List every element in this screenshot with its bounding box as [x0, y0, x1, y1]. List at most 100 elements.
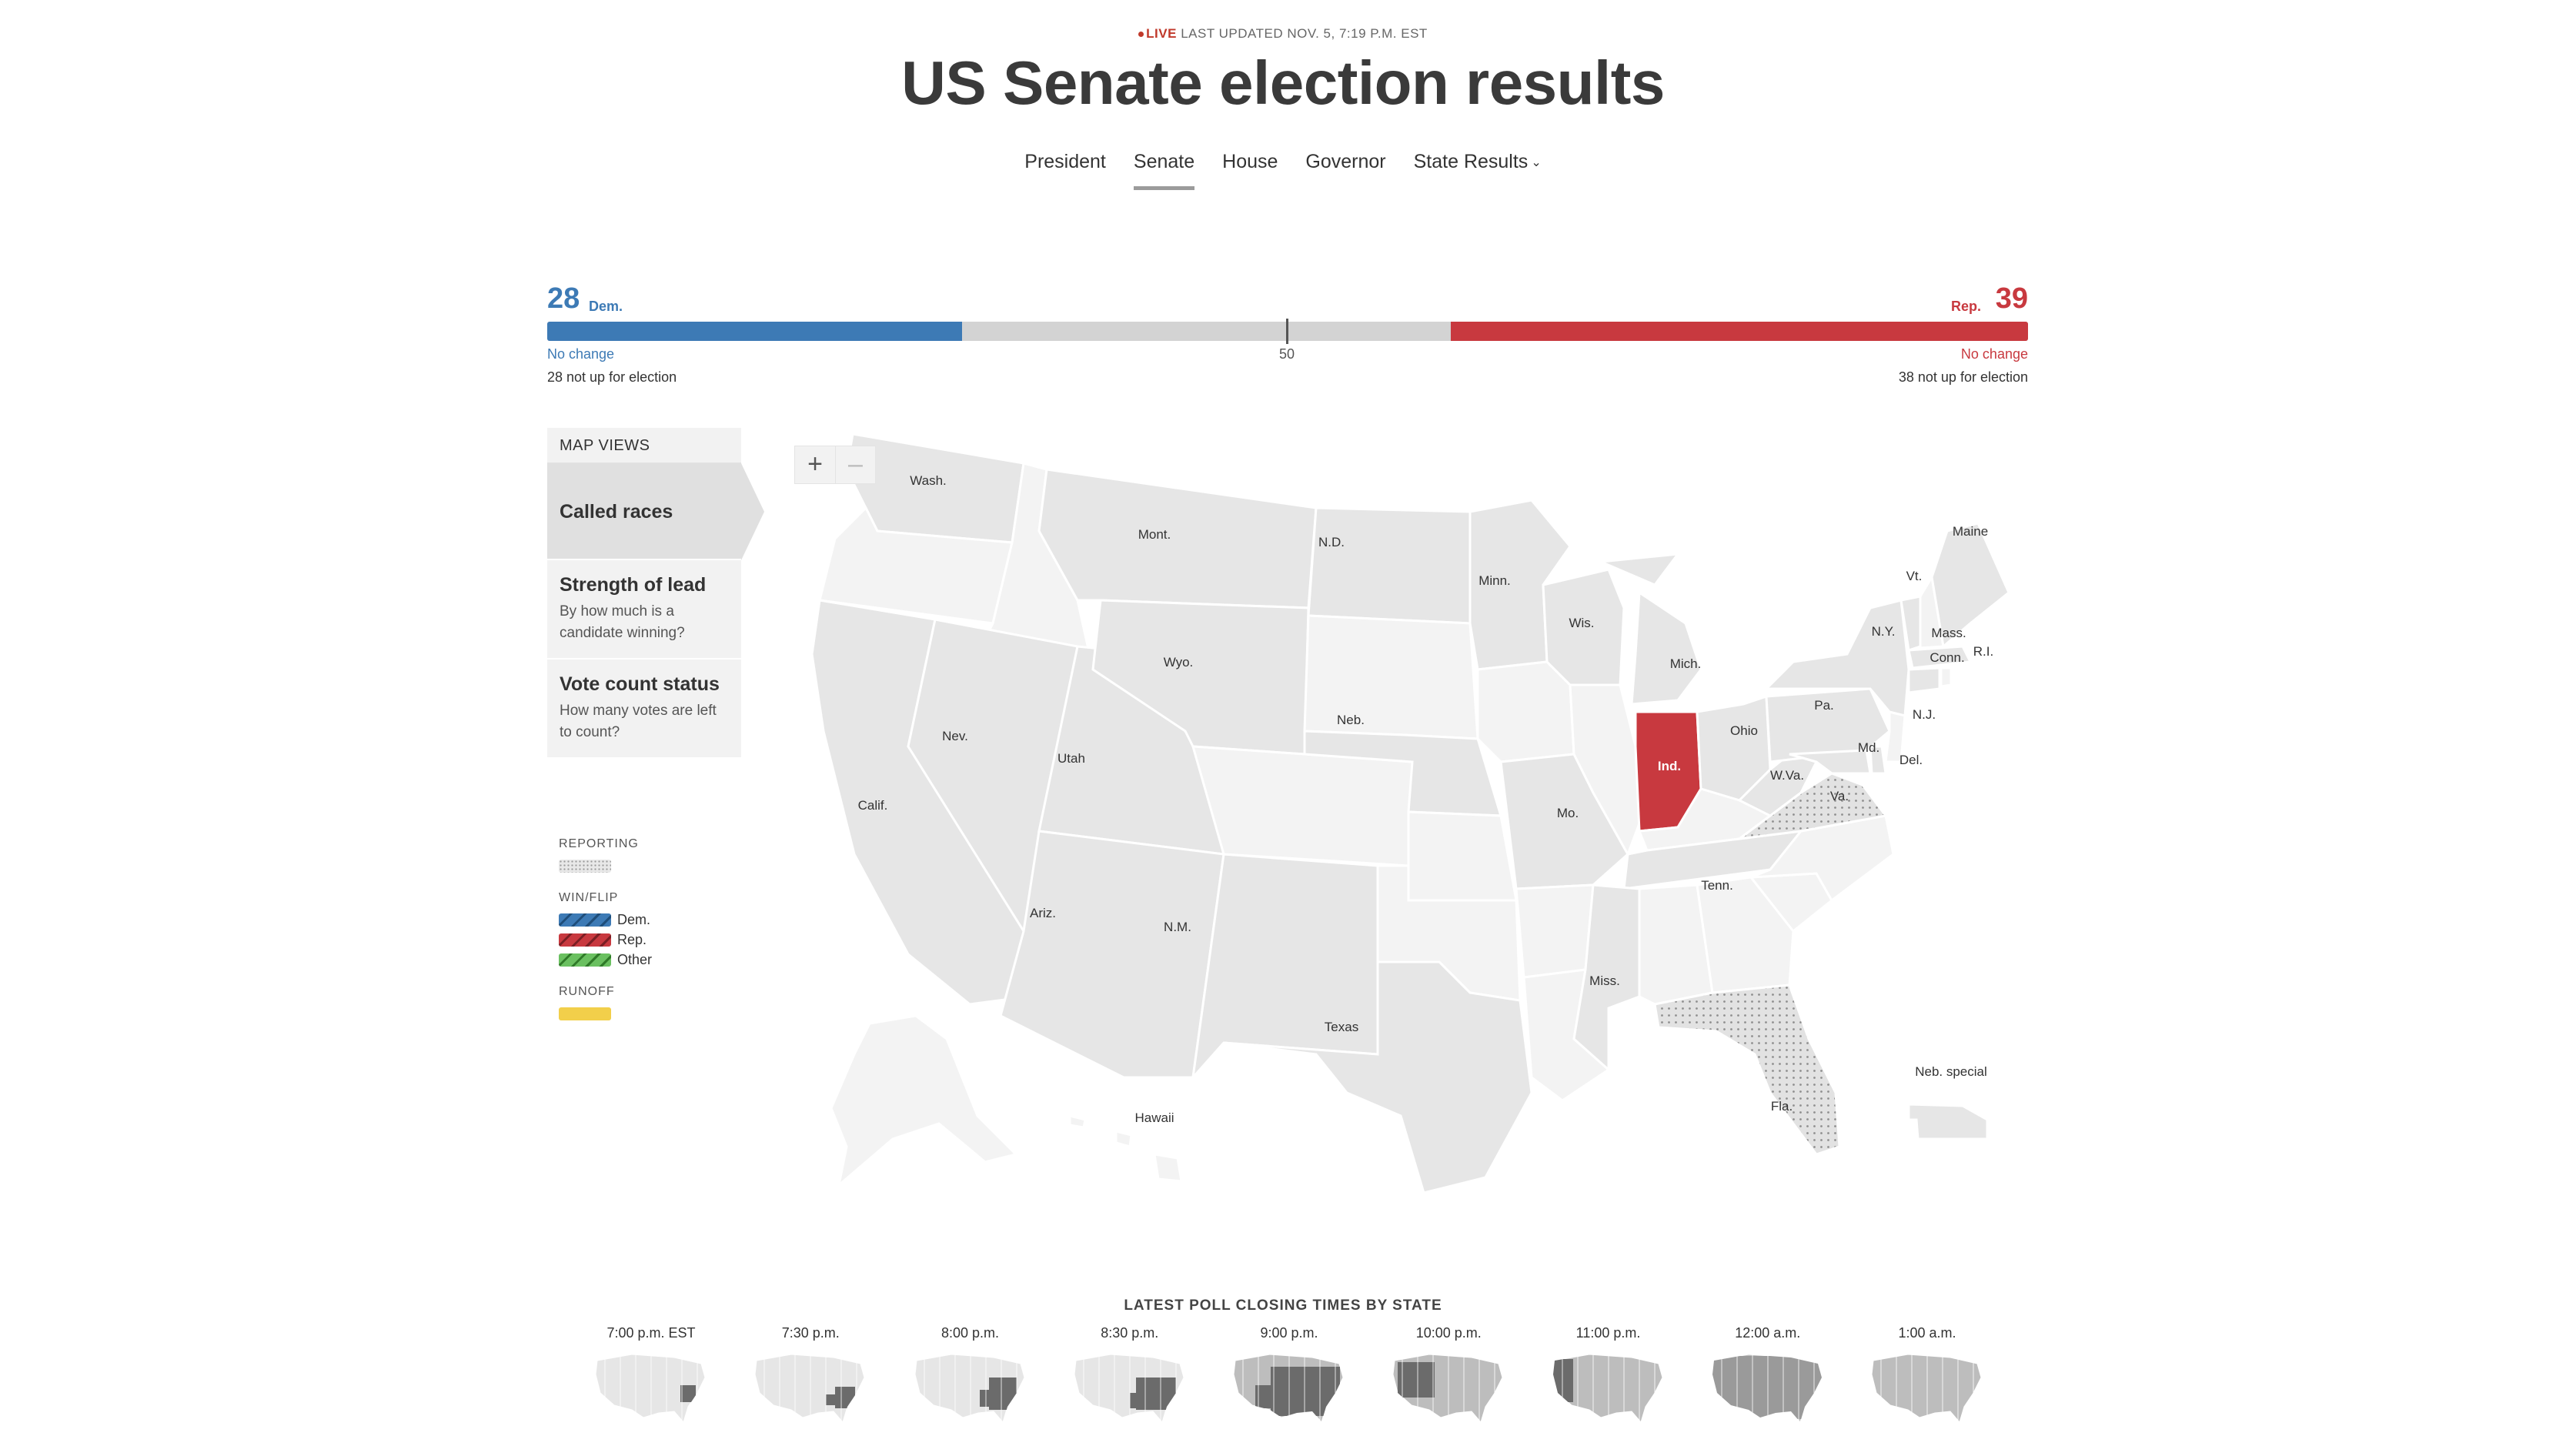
dem-swatch — [559, 913, 611, 927]
rep-seat-fill — [1450, 322, 2028, 341]
rep-not-up: 38 not up for election — [1898, 369, 2028, 385]
state-kansas[interactable] — [1407, 810, 1518, 902]
view-strength-of-lead[interactable]: Strength of lead By how much is a candid… — [547, 560, 741, 660]
state-nebraska-special[interactable] — [1907, 1103, 1989, 1140]
state-alaska[interactable] — [830, 1014, 1018, 1188]
label-north-dakota: N.D. — [1318, 535, 1345, 549]
label-massachusetts: Mass. — [1931, 626, 1966, 640]
label-indiana: Ind. — [1658, 759, 1681, 773]
state-maryland[interactable] — [1789, 749, 1872, 775]
state-texas[interactable] — [1223, 960, 1533, 1194]
state-new-york[interactable] — [1763, 599, 1910, 717]
label-vermont: Vt. — [1906, 569, 1923, 583]
state-georgia[interactable] — [1696, 876, 1795, 994]
mini-map-closing-region — [835, 1387, 856, 1408]
view-title: Strength of lead — [560, 574, 707, 596]
nav-state-results[interactable]: State Results ⌄ — [1414, 151, 1542, 190]
state-arizona[interactable] — [999, 830, 1225, 1079]
mini-map-closing-region — [826, 1394, 837, 1405]
nav-governor[interactable]: Governor — [1305, 151, 1386, 172]
state-montana[interactable] — [1037, 468, 1318, 609]
zoom-in-button[interactable]: + — [795, 446, 835, 483]
mini-map-closing-region — [680, 1385, 696, 1402]
state-iowa[interactable] — [1476, 660, 1575, 763]
label-connecticut: Conn. — [1930, 650, 1964, 665]
state-colorado[interactable] — [1191, 745, 1414, 867]
poll-closing-item: 9:00 p.m. — [1223, 1325, 1355, 1435]
poll-time-label: 7:30 p.m. — [781, 1325, 840, 1341]
zoom-out-button[interactable]: – — [835, 446, 875, 483]
state-new-mexico[interactable] — [1191, 853, 1379, 1081]
state-florida[interactable] — [1653, 983, 1841, 1156]
state-north-dakota[interactable] — [1307, 506, 1472, 625]
state-massachusetts[interactable] — [1907, 645, 1973, 670]
legend-runoff-label: RUNOFF — [559, 985, 615, 998]
state-rhode-island[interactable] — [1940, 666, 1953, 688]
mini-map-closing-region — [1255, 1385, 1278, 1408]
label-wyoming: Wyo. — [1164, 655, 1194, 670]
nav-house[interactable]: House — [1222, 151, 1278, 172]
label-utah: Utah — [1057, 751, 1085, 766]
rep-change: No change — [1960, 346, 2028, 362]
nav-senate[interactable]: Senate — [1133, 151, 1195, 190]
label-wisconsin: Wis. — [1569, 616, 1594, 630]
legend-rep: Rep. — [617, 931, 647, 947]
plus-icon: + — [807, 449, 823, 479]
poll-closing-item: 8:30 p.m. — [1064, 1325, 1196, 1435]
state-delaware[interactable] — [1869, 745, 1887, 775]
dem-seat-count: 28 — [547, 282, 580, 315]
legend-dem: Dem. — [617, 911, 651, 927]
poll-closing-mini-map — [1712, 1354, 1823, 1424]
label-minnesota: Minn. — [1478, 573, 1511, 588]
poll-closing-item: 11:00 p.m. — [1542, 1325, 1675, 1435]
label-west-virginia: W.Va. — [1770, 768, 1804, 783]
label-delaware: Del. — [1899, 753, 1923, 767]
page-title: US Senate election results — [901, 48, 1665, 117]
poll-closing-mini-map — [914, 1354, 1025, 1424]
poll-closing-title: LATEST POLL CLOSING TIMES BY STATE — [1124, 1297, 1442, 1314]
label-nebraska-special: Neb. special — [1915, 1064, 1987, 1079]
poll-time-label: 7:00 p.m. EST — [606, 1325, 696, 1341]
poll-time-label: 9:00 p.m. — [1260, 1325, 1318, 1341]
poll-closing-item: 8:00 p.m. — [904, 1325, 1037, 1435]
label-rhode-island: R.I. — [1973, 644, 1993, 659]
state-michigan[interactable] — [1600, 553, 1702, 706]
mini-map-closing-region — [1271, 1367, 1340, 1416]
dem-label: Dem. — [589, 299, 623, 314]
label-virginia: Va. — [1830, 789, 1849, 803]
mini-map-closing-region — [979, 1390, 994, 1407]
map-legend: REPORTING WIN/FLIP Dem. Rep. Other RUNOF… — [559, 837, 652, 1039]
state-connecticut[interactable] — [1907, 666, 1941, 694]
label-missouri: Mo. — [1557, 806, 1579, 820]
mini-map-outline — [1871, 1354, 1982, 1424]
state-hawaii[interactable] — [1068, 1114, 1183, 1183]
label-hawaii: Hawaii — [1134, 1110, 1174, 1125]
other-swatch — [559, 953, 611, 967]
label-mississippi: Miss. — [1589, 973, 1620, 988]
state-maine[interactable] — [1930, 522, 2010, 649]
majority-line — [1286, 319, 1288, 344]
label-montana: Mont. — [1138, 527, 1171, 542]
label-new-york: N.Y. — [1872, 624, 1896, 639]
view-called-races[interactable]: Called races — [547, 463, 764, 560]
zoom-controls: + – — [794, 446, 876, 484]
state-pennsylvania[interactable] — [1765, 687, 1891, 763]
senate-results-map[interactable]: Wash. Mont. N.D. Minn. Wis. Mich. Maine … — [793, 423, 2040, 1216]
dem-not-up: 28 not up for election — [547, 369, 677, 385]
label-michigan: Mich. — [1670, 656, 1702, 671]
nav-president[interactable]: President — [1024, 151, 1106, 172]
live-dot-icon — [1138, 32, 1144, 38]
rep-label: Rep. — [1950, 299, 1981, 314]
label-arizona: Ariz. — [1030, 906, 1056, 920]
state-illinois[interactable] — [1569, 683, 1641, 857]
legend-winflip-label: WIN/FLIP — [559, 891, 619, 904]
legend-reporting-label: REPORTING — [559, 837, 639, 850]
state-south-dakota[interactable] — [1303, 614, 1479, 740]
view-title: Vote count status — [560, 673, 720, 695]
mini-map-closing-region — [1872, 1410, 1896, 1422]
live-badge: LIVE — [1146, 26, 1177, 41]
view-vote-count-status[interactable]: Vote count status How many votes are lef… — [547, 660, 741, 759]
state-arkansas[interactable] — [1515, 883, 1595, 979]
poll-closing-item: 12:00 a.m. — [1702, 1325, 1834, 1435]
poll-closing-mini-map — [1233, 1354, 1344, 1424]
